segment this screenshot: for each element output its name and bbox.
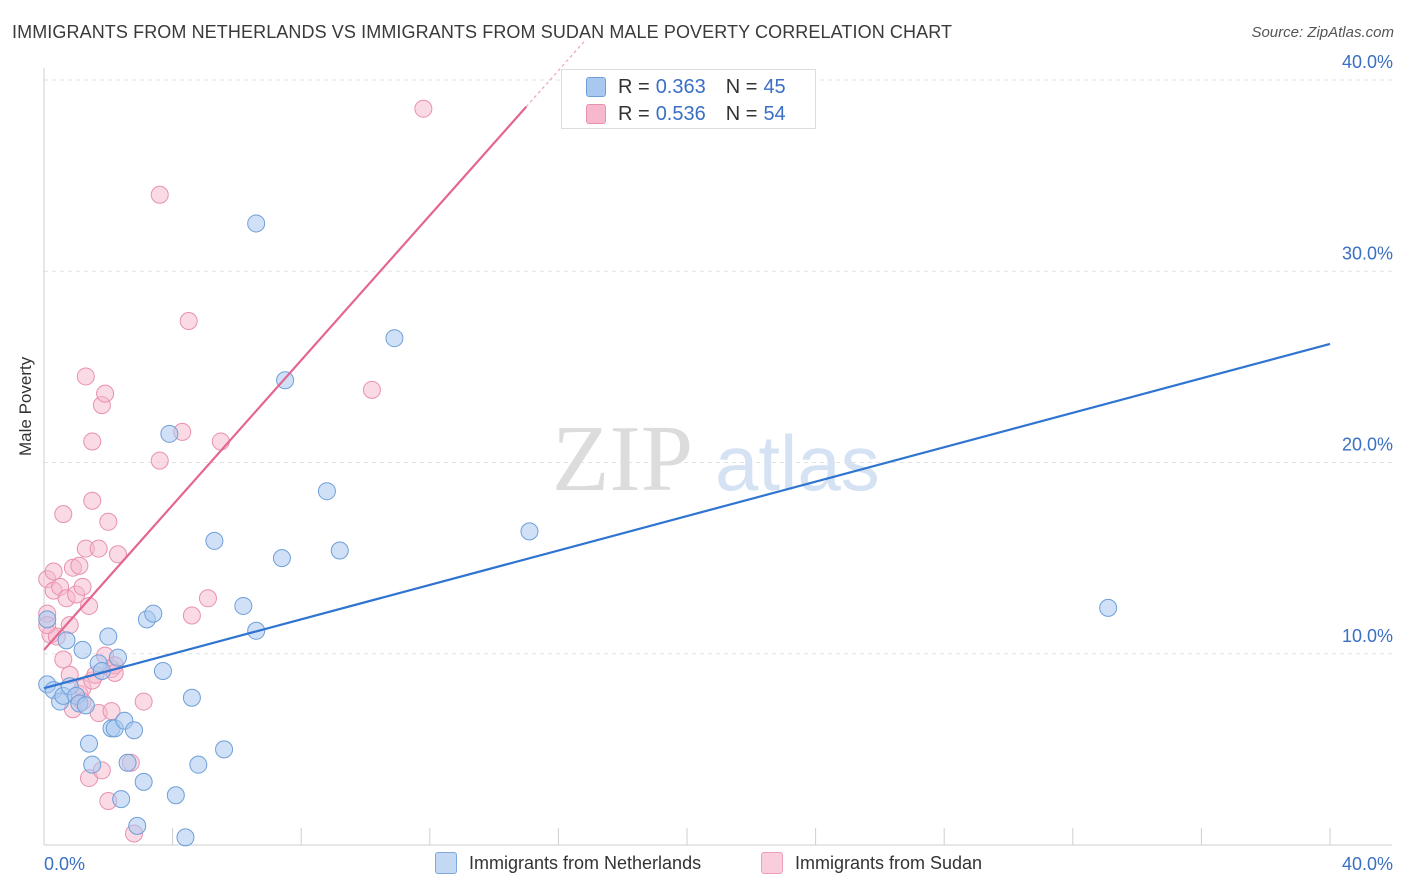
sudan-point[interactable] [179,311,198,330]
netherlands-points [38,214,1118,847]
netherlands-point[interactable] [112,790,131,809]
sudan-trend-line [43,106,528,651]
sudan-point[interactable] [60,616,79,635]
netherlands-point[interactable] [144,604,163,623]
sudan-point[interactable] [150,185,169,204]
legend-r-value: 0.536 [655,102,706,125]
chart-title: IMMIGRANTS FROM NETHERLANDS VS IMMIGRANT… [12,22,953,42]
netherlands-point[interactable] [83,755,102,774]
netherlands-point[interactable] [317,482,336,501]
netherlands-point[interactable] [234,596,253,615]
sudan-legend-swatch [761,852,783,874]
sudan-point[interactable] [83,491,102,510]
legend-item-netherlands[interactable]: Immigrants from Netherlands [435,852,701,874]
axes [43,68,1392,846]
netherlands-point[interactable] [166,786,185,805]
sudan-point[interactable] [198,589,217,608]
sudan-trend-extension [525,41,585,108]
netherlands-legend-label: Immigrants from Netherlands [469,852,702,873]
netherlands-point[interactable] [76,696,95,715]
sudan-point[interactable] [182,606,201,625]
sudan-point[interactable] [70,556,89,575]
sudan-point[interactable] [362,380,381,399]
correlation-legend: R = 0.363 N = 45 R = 0.536 N = 54 [561,69,816,129]
watermark-atlas: atlas [715,419,880,507]
legend-n-value: 45 [763,75,786,98]
sudan-point[interactable] [54,650,73,669]
sudan-point[interactable] [80,596,99,615]
netherlands-point[interactable] [125,721,144,740]
watermark-zip: ZIP [552,407,693,511]
y-tick-label: 30.0% [1342,243,1393,263]
sudan-point[interactable] [44,562,63,581]
sudan-point[interactable] [54,505,73,524]
legend-n-label: N = [725,75,758,98]
netherlands-point[interactable] [99,627,118,646]
netherlands-point[interactable] [80,734,99,753]
legend-r-value: 0.363 [655,75,706,98]
series-legend: Immigrants from Netherlands Immigrants f… [0,852,1406,878]
sudan-point[interactable] [134,692,153,711]
sudan-point[interactable] [76,367,95,386]
netherlands-point[interactable] [153,661,172,680]
x-tick-label: 40.0% [1342,854,1393,874]
netherlands-point[interactable] [189,755,208,774]
netherlands-legend-swatch [435,852,457,874]
y-tick-label: 10.0% [1342,626,1393,646]
netherlands-point[interactable] [215,740,234,759]
source-credit: Source: ZipAtlas.com [1251,24,1394,41]
legend-n-label: N = [725,102,758,125]
netherlands-point[interactable] [330,541,349,560]
sudan-legend-label: Immigrants from Sudan [795,852,983,873]
sudan-points [38,99,433,843]
y-tick-label: 40.0% [1342,52,1393,72]
trend-lines [43,41,1331,690]
sudan-point[interactable] [89,539,108,558]
netherlands-point[interactable] [134,772,153,791]
netherlands-point[interactable] [205,531,224,550]
y-tick-label: 20.0% [1342,435,1393,455]
legend-row-sudan: R = 0.536 N = 54 [586,102,786,126]
netherlands-point[interactable] [176,828,195,847]
y-axis-label: Male Poverty [16,356,35,456]
netherlands-point[interactable] [118,753,137,772]
sudan-point[interactable] [211,432,230,451]
netherlands-point[interactable] [128,816,147,835]
watermark: ZIP atlas [552,407,880,511]
netherlands-point[interactable] [272,549,291,568]
sudan-point[interactable] [96,384,115,403]
netherlands-point[interactable] [247,214,266,233]
netherlands-point[interactable] [160,424,179,443]
sudan-point[interactable] [73,577,92,596]
x-tick-label: 0.0% [44,854,85,874]
sudan-point[interactable] [83,432,102,451]
legend-r-label: R = [618,75,650,98]
netherlands-point[interactable] [108,648,127,667]
netherlands-point[interactable] [38,610,57,629]
sudan-point[interactable] [108,545,127,564]
netherlands-point[interactable] [182,688,201,707]
tick-labels: 10.0% 20.0% 30.0% 40.0% 0.0% 40.0% [44,52,1393,874]
sudan-swatch [586,104,606,124]
netherlands-swatch [586,77,606,97]
grid-lines [44,79,1392,655]
netherlands-trend-line [43,342,1331,690]
sudan-point[interactable] [99,512,118,531]
legend-r-label: R = [618,102,650,125]
netherlands-point[interactable] [57,631,76,650]
netherlands-point[interactable] [1099,598,1118,617]
sudan-point[interactable] [414,99,433,118]
legend-n-value: 54 [763,102,786,125]
netherlands-point[interactable] [385,329,404,348]
legend-row-netherlands: R = 0.363 N = 45 [586,75,786,99]
legend-item-sudan[interactable]: Immigrants from Sudan [761,852,982,874]
netherlands-point[interactable] [73,640,92,659]
netherlands-point[interactable] [520,522,539,541]
sudan-point[interactable] [150,451,169,470]
